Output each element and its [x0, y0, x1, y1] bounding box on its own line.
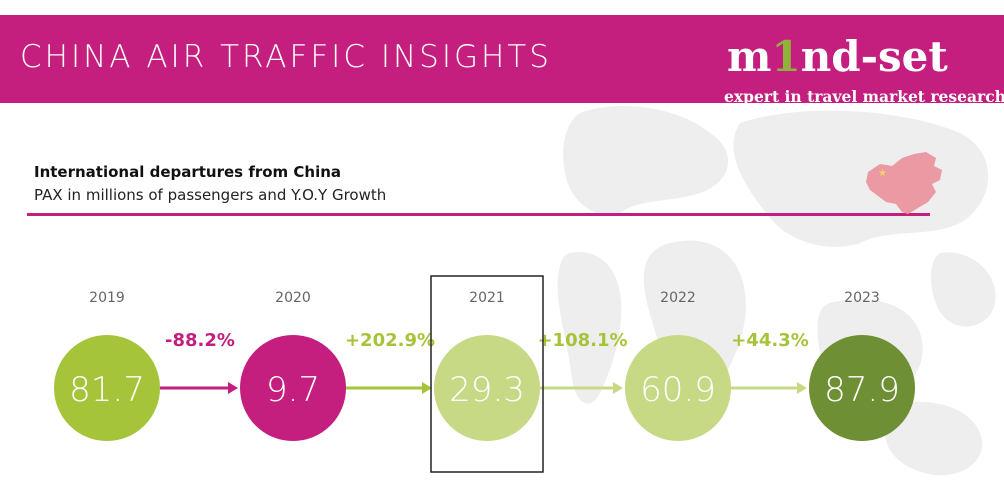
logo-text-start: m	[727, 32, 772, 81]
growth-label: +202.9%	[345, 330, 435, 351]
growth-label: +44.3%	[731, 330, 809, 351]
value-label: 60.9	[640, 370, 716, 410]
value-circle	[240, 335, 346, 441]
growth-arrow-head	[797, 382, 807, 394]
year-label: 2019	[89, 290, 125, 306]
chart-heading: International departures from China PAX …	[34, 163, 386, 204]
chart-title: International departures from China	[34, 163, 342, 181]
growth-arrow-head	[422, 382, 432, 394]
value-label: 9.7	[266, 370, 320, 410]
value-circle	[809, 335, 915, 441]
growth-arrow-head	[228, 382, 238, 394]
year-label: 2021	[469, 290, 505, 306]
growth-arrow-head	[613, 382, 623, 394]
logo-text-end: nd-set	[800, 32, 948, 81]
year-label: 2020	[275, 290, 311, 306]
logo-tagline: expert in travel market research	[724, 87, 1004, 106]
header-banner: CHINA AIR TRAFFIC INSIGHTS m1nd-set expe…	[0, 15, 1004, 106]
growth-label: +108.1%	[537, 330, 627, 351]
chart-subtitle: PAX in millions of passengers and Y.O.Y …	[34, 186, 387, 204]
growth-label: -88.2%	[165, 330, 235, 351]
year-label: 2022	[660, 290, 696, 306]
value-label: 81.7	[69, 370, 145, 410]
star-icon: ★	[878, 168, 887, 179]
logo-text-accent: 1	[771, 32, 801, 81]
value-circle	[434, 335, 540, 441]
value-circle	[625, 335, 731, 441]
divider-rule	[27, 213, 930, 216]
brand-logo: m1nd-set	[727, 35, 948, 79]
year-label: 2023	[844, 290, 880, 306]
value-circle	[54, 335, 160, 441]
value-label: 87.9	[824, 370, 900, 410]
china-map-icon: ★	[866, 152, 942, 214]
page-title: CHINA AIR TRAFFIC INSIGHTS	[20, 39, 552, 75]
value-label: 29.3	[449, 370, 525, 410]
highlight-box	[430, 275, 544, 473]
